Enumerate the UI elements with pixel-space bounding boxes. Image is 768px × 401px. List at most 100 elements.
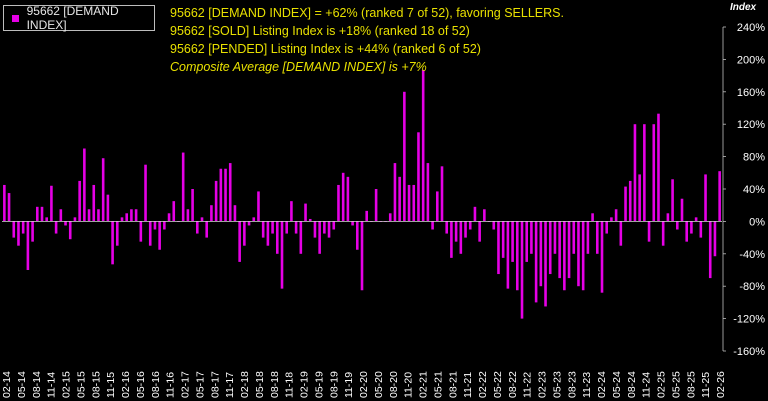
- bar: [652, 124, 656, 222]
- x-tick-label: 02-19: [299, 371, 311, 398]
- bar: [224, 168, 227, 222]
- bar: [304, 203, 307, 222]
- bar: [572, 221, 576, 254]
- x-tick-label: 08-20: [388, 371, 400, 398]
- x-tick-label: 05-19: [313, 371, 325, 398]
- bar: [205, 221, 208, 238]
- bar: [214, 180, 218, 222]
- bar: [365, 210, 368, 222]
- bar: [276, 221, 279, 254]
- bar: [624, 186, 627, 222]
- bar: [45, 217, 48, 222]
- bar: [139, 221, 143, 242]
- bar: [59, 209, 63, 222]
- bar: [374, 189, 378, 222]
- bar: [247, 221, 251, 226]
- bar: [148, 221, 152, 246]
- bar: [440, 166, 444, 222]
- y-tick-label: 160%: [737, 87, 765, 99]
- bar: [97, 209, 100, 222]
- bar: [83, 148, 86, 222]
- x-tick-label: 11-24: [641, 372, 653, 398]
- bar: [294, 221, 298, 234]
- bar: [431, 221, 434, 230]
- bar: [327, 221, 331, 238]
- y-tick-label: 80%: [743, 152, 765, 164]
- x-tick-label: 08-22: [507, 371, 519, 398]
- bar: [497, 221, 500, 275]
- note-demand-index: 95662 [DEMAND INDEX] = +62% (ranked 7 of…: [170, 6, 564, 20]
- bar: [163, 221, 166, 230]
- footer-text: [200, 389, 560, 397]
- bar: [492, 221, 496, 230]
- bar: [54, 221, 58, 234]
- bar: [186, 209, 190, 222]
- bar: [468, 221, 472, 230]
- x-tick-label: 08-24: [626, 371, 638, 398]
- bar: [647, 221, 651, 242]
- bar: [713, 221, 717, 257]
- bar: [708, 221, 712, 279]
- bar: [426, 163, 430, 222]
- x-tick-label: 11-20: [403, 372, 415, 398]
- y-tick-label: -160%: [733, 346, 765, 358]
- bar: [539, 221, 543, 287]
- bar: [704, 174, 707, 222]
- bar: [638, 174, 641, 222]
- x-tick-label: 08-21: [447, 371, 459, 398]
- x-tick-label: 02-16: [120, 371, 132, 398]
- bar: [257, 191, 260, 222]
- bar: [398, 176, 401, 222]
- bar: [661, 221, 665, 246]
- y-tick-label: 200%: [737, 54, 765, 66]
- x-tick-label: 05-24: [611, 371, 623, 398]
- legend: 95662 [DEMAND INDEX]: [3, 4, 155, 32]
- note-pended-index: 95662 [PENDED] Listing Index is +44% (ra…: [170, 42, 481, 56]
- legend-label: 95662 [DEMAND INDEX]: [26, 4, 119, 32]
- bar: [699, 221, 703, 238]
- y-tick-label: -120%: [733, 314, 765, 326]
- bar: [101, 158, 105, 222]
- bar: [685, 221, 688, 242]
- bar: [167, 213, 171, 222]
- x-tick-label: 02-26: [715, 371, 727, 398]
- bar: [445, 221, 448, 234]
- bar: [210, 205, 213, 222]
- x-tick-label: 11-18: [284, 372, 296, 398]
- bar: [548, 221, 552, 275]
- bar: [351, 221, 354, 226]
- bar: [252, 217, 256, 222]
- bar: [619, 221, 623, 246]
- bar: [614, 209, 618, 222]
- bar: [657, 113, 660, 222]
- bar: [219, 168, 223, 222]
- bar: [26, 221, 30, 270]
- x-tick-label: 02-22: [477, 371, 489, 398]
- bar: [464, 221, 467, 238]
- bar: [261, 221, 265, 238]
- bar: [605, 221, 608, 234]
- bar: [403, 91, 406, 222]
- bar: [356, 221, 359, 250]
- bar: [628, 180, 632, 222]
- bar: [671, 179, 674, 222]
- x-tick-label: 08-23: [566, 371, 578, 398]
- bar: [271, 221, 274, 234]
- x-tick-label: 02-24: [596, 371, 608, 398]
- bar: [633, 124, 637, 222]
- bar: [337, 184, 340, 222]
- bar: [450, 221, 453, 258]
- bar: [191, 189, 194, 222]
- bar: [172, 201, 176, 222]
- x-tick-label: 11-14: [46, 372, 58, 398]
- x-tick-label: 02-17: [180, 371, 192, 398]
- bar: [68, 221, 72, 240]
- bar: [534, 221, 538, 303]
- bar: [417, 132, 420, 222]
- x-tick-label: 05-20: [373, 371, 385, 398]
- bar: [111, 221, 114, 265]
- x-tick-label: 11-25: [700, 372, 712, 398]
- bar: [643, 124, 646, 222]
- bar: [341, 172, 345, 222]
- bar: [21, 221, 25, 234]
